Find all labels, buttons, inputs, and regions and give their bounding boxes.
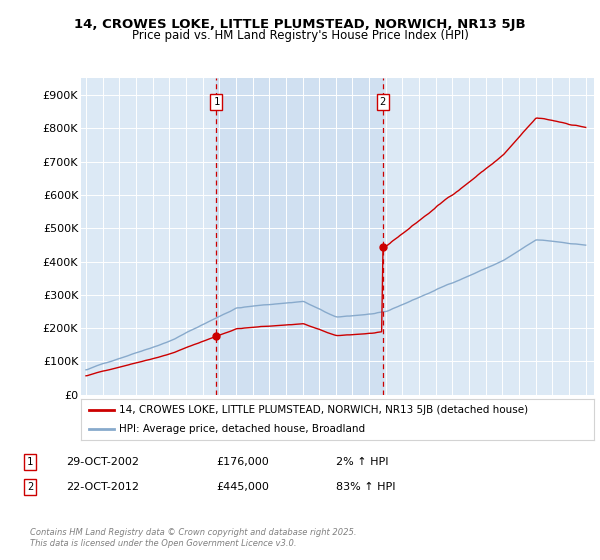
Text: 14, CROWES LOKE, LITTLE PLUMSTEAD, NORWICH, NR13 5JB (detached house): 14, CROWES LOKE, LITTLE PLUMSTEAD, NORWI… [119,405,529,415]
Text: £176,000: £176,000 [216,457,269,467]
Text: HPI: Average price, detached house, Broadland: HPI: Average price, detached house, Broa… [119,424,365,433]
Text: 29-OCT-2002: 29-OCT-2002 [66,457,139,467]
Text: 1: 1 [27,457,33,467]
Text: 2: 2 [380,97,386,107]
Text: Contains HM Land Registry data © Crown copyright and database right 2025.
This d: Contains HM Land Registry data © Crown c… [30,528,356,548]
Text: 14, CROWES LOKE, LITTLE PLUMSTEAD, NORWICH, NR13 5JB: 14, CROWES LOKE, LITTLE PLUMSTEAD, NORWI… [74,18,526,31]
Text: 22-OCT-2012: 22-OCT-2012 [66,482,139,492]
Text: 83% ↑ HPI: 83% ↑ HPI [336,482,395,492]
Text: Price paid vs. HM Land Registry's House Price Index (HPI): Price paid vs. HM Land Registry's House … [131,29,469,42]
Text: 2% ↑ HPI: 2% ↑ HPI [336,457,389,467]
Text: 2: 2 [27,482,33,492]
Bar [217,78,383,395]
Text: £445,000: £445,000 [216,482,269,492]
Text: 1: 1 [213,97,220,107]
